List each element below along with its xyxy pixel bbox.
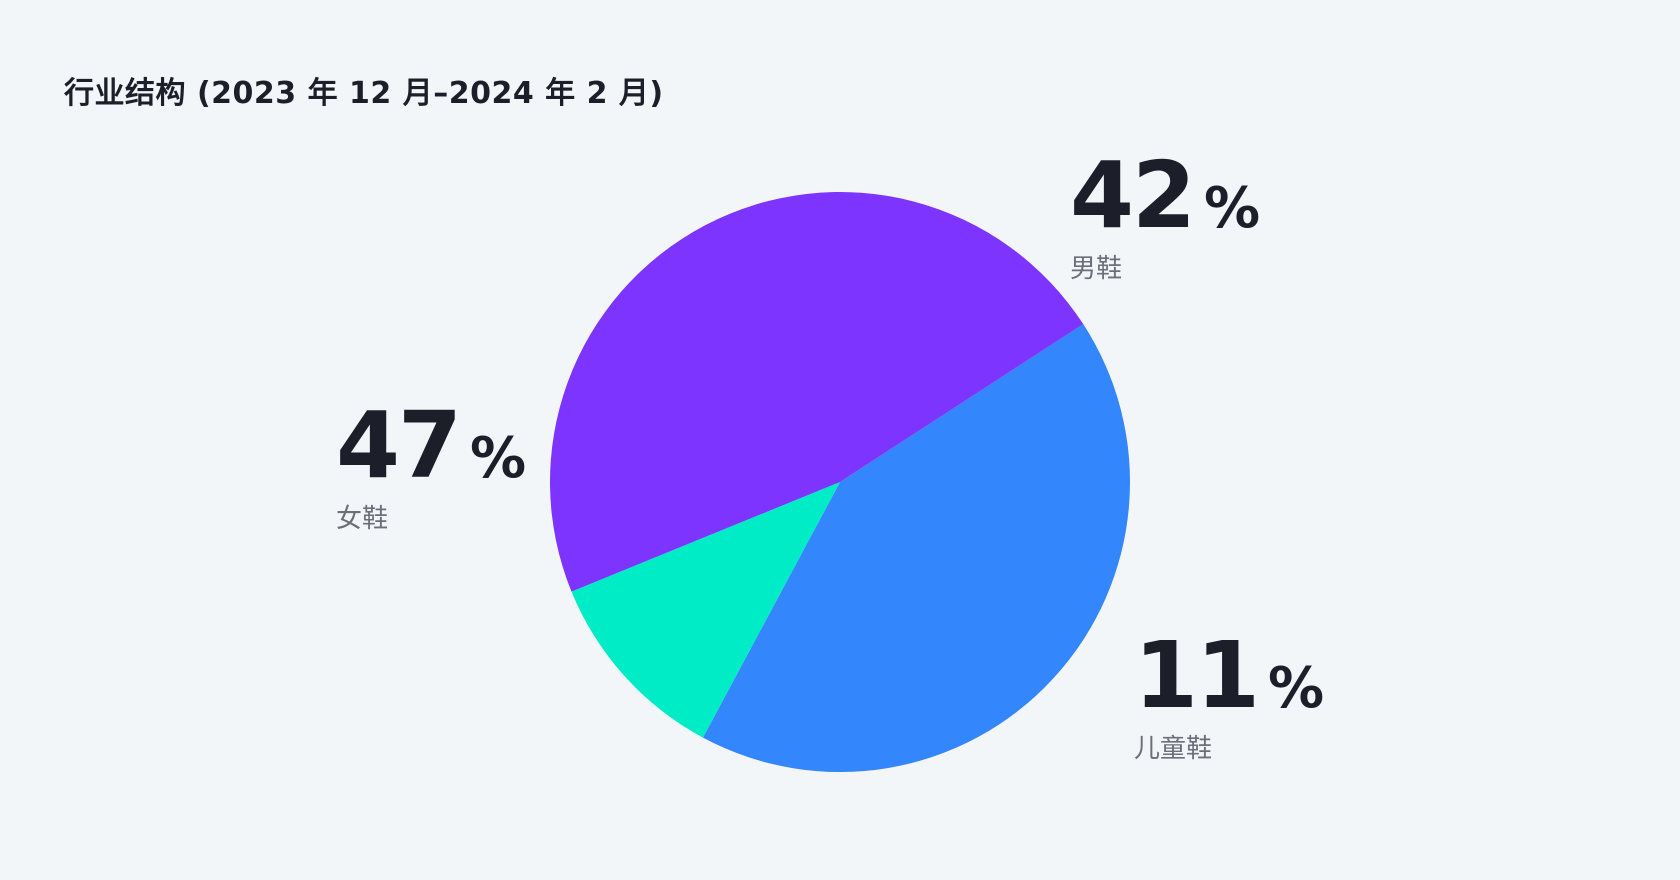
pie-slice-men	[702, 324, 1130, 772]
slice-category-children: 儿童鞋	[1134, 734, 1213, 764]
slice-label-women: 47 % 女鞋	[336, 400, 526, 535]
slice-category-women: 女鞋	[336, 504, 389, 534]
slice-label-children: 11 % 儿童鞋	[1134, 630, 1324, 765]
slice-label-men: 42 % 男鞋	[1070, 150, 1260, 285]
pie-slice-women	[550, 191, 1084, 592]
slice-value-women: 47	[336, 392, 462, 499]
percent-sign-children: %	[1268, 656, 1325, 721]
percent-sign-men: %	[1204, 176, 1261, 241]
chart-title: 行业结构 (2023 年 12 月–2024 年 2 月)	[64, 76, 664, 111]
pie-slice-children	[571, 482, 840, 738]
percent-sign-women: %	[470, 426, 527, 491]
slice-value-men: 42	[1070, 142, 1196, 249]
slice-value-children: 11	[1134, 622, 1260, 729]
slice-category-men: 男鞋	[1070, 254, 1123, 284]
